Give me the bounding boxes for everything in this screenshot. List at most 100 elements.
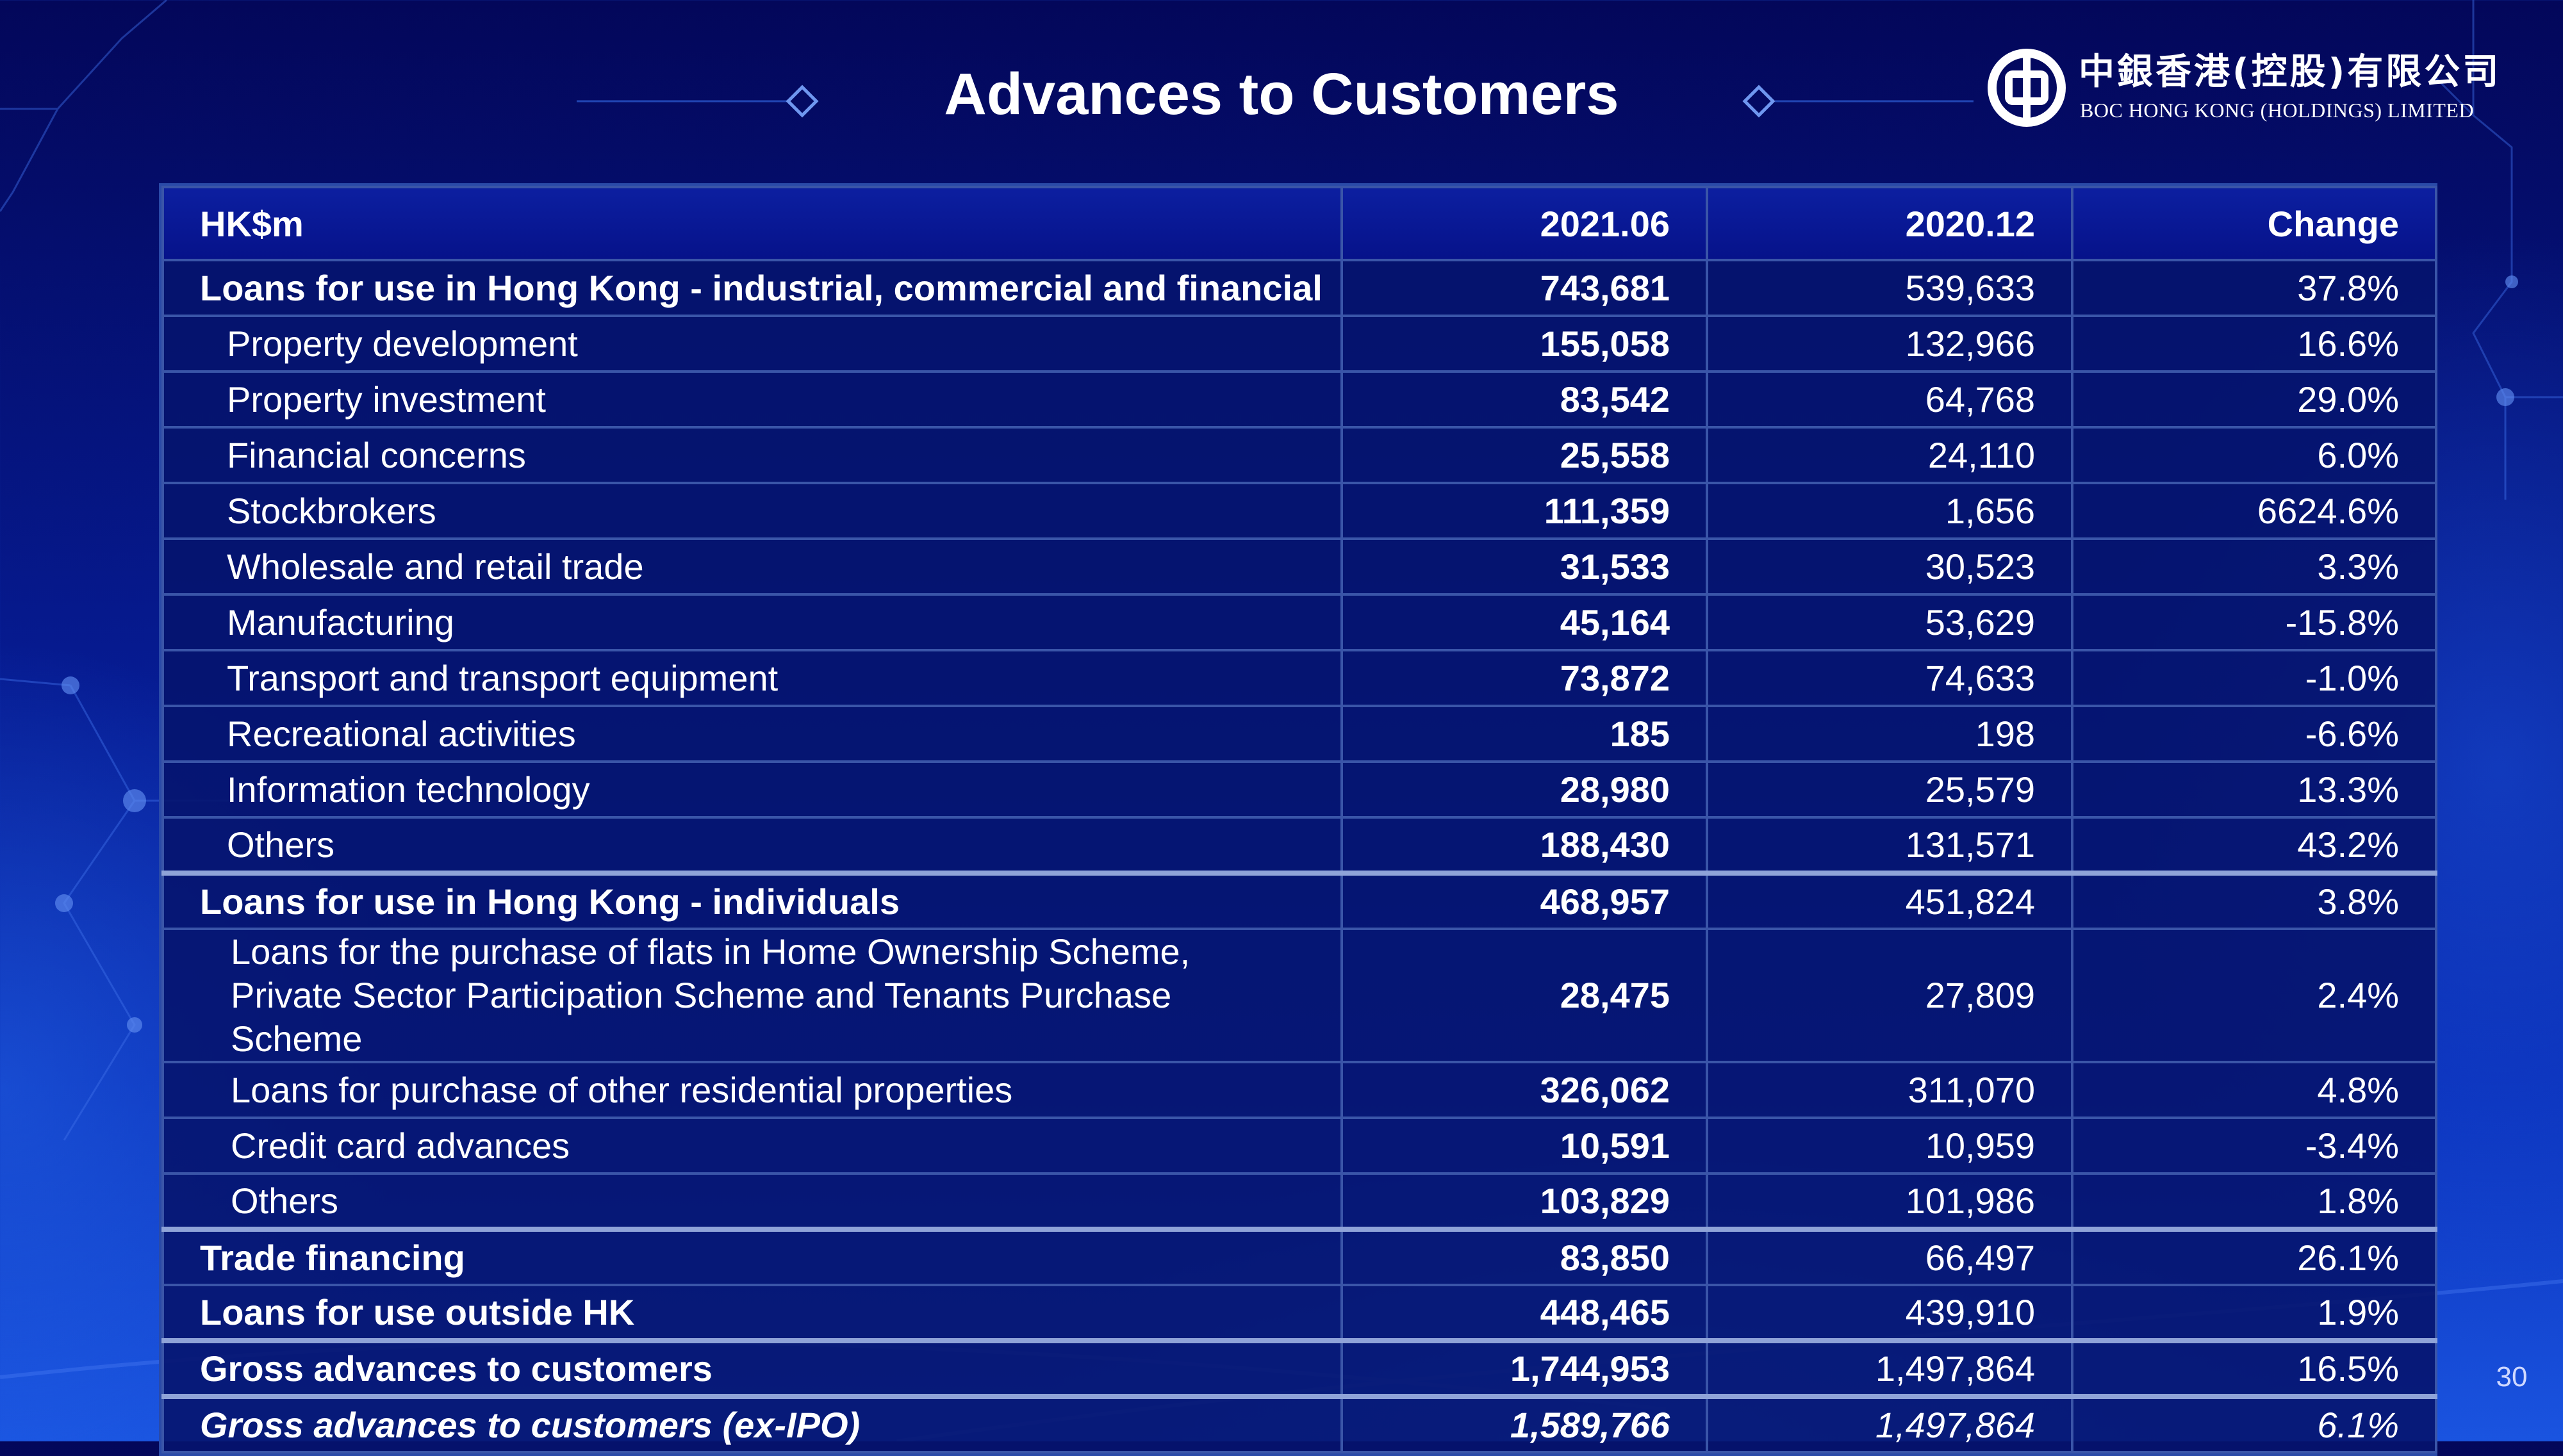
value-2021: 28,475	[1340, 928, 1708, 1063]
table-header-row: HK$m 2021.06 2020.12 Change	[161, 186, 2437, 261]
table-row: Loans for use in Hong Kong - industrial,…	[161, 259, 2437, 317]
row-label: Stockbrokers	[161, 482, 1343, 540]
table-row: Property development 155,058 132,966 16.…	[161, 315, 2437, 373]
value-change: 13.3%	[2071, 760, 2437, 819]
row-label: Loans for use outside HK	[161, 1284, 1343, 1342]
table-row: Transport and transport equipment 73,872…	[161, 649, 2437, 707]
value-2021: 45,164	[1340, 593, 1708, 651]
table-row: Loans for the purchase of flats in Home …	[161, 928, 2437, 1063]
row-label: Information technology	[161, 760, 1343, 819]
value-2021: 743,681	[1340, 259, 1708, 317]
row-label: Transport and transport equipment	[161, 649, 1343, 707]
table-row: Stockbrokers 111,359 1,656 6624.6%	[161, 482, 2437, 540]
value-2021: 83,542	[1340, 370, 1708, 429]
row-label: Others	[161, 816, 1343, 874]
logo-chinese-name: 中銀香港(控股)有限公司	[2079, 51, 2501, 93]
row-label-line-1: Loans for the purchase of flats in Home …	[231, 931, 1191, 972]
value-2021: 326,062	[1340, 1061, 1708, 1119]
value-change: 2.4%	[2071, 928, 2437, 1063]
value-2020: 10,959	[1706, 1117, 2073, 1175]
row-label: Loans for use in Hong Kong - individuals	[161, 871, 1343, 930]
value-2021: 73,872	[1340, 649, 1708, 707]
value-2021: 1,589,766	[1340, 1394, 1708, 1453]
table-row: Loans for use in Hong Kong - individuals…	[161, 871, 2437, 930]
table-row: Manufacturing 45,164 53,629 -15.8%	[161, 593, 2437, 651]
value-2021: 468,957	[1340, 871, 1708, 930]
value-2020: 101,986	[1706, 1172, 2073, 1231]
header-unit: HK$m	[161, 186, 1343, 261]
value-2020: 27,809	[1706, 928, 2073, 1063]
table-row: Others 103,829 101,986 1.8%	[161, 1172, 2437, 1231]
table-row: Property investment 83,542 64,768 29.0%	[161, 370, 2437, 429]
row-label: Gross advances to customers	[161, 1338, 1343, 1398]
table-row: Others 188,430 131,571 43.2%	[161, 816, 2437, 874]
value-change: 1.8%	[2071, 1172, 2437, 1231]
value-change: -3.4%	[2071, 1117, 2437, 1175]
value-change: -1.0%	[2071, 649, 2437, 707]
table-row: Recreational activities 185 198 -6.6%	[161, 705, 2437, 763]
boc-logo-icon	[1988, 49, 2066, 127]
value-change: 3.8%	[2071, 871, 2437, 930]
value-2020: 74,633	[1706, 649, 2073, 707]
value-change: 16.5%	[2071, 1338, 2437, 1398]
row-label: Others	[161, 1172, 1343, 1231]
advances-table: HK$m 2021.06 2020.12 Change Loans for us…	[159, 183, 2437, 1456]
value-2020: 24,110	[1706, 426, 2073, 484]
value-2021: 103,829	[1340, 1172, 1708, 1231]
row-label: Wholesale and retail trade	[161, 537, 1343, 596]
value-change: 4.8%	[2071, 1061, 2437, 1119]
row-label: Property development	[161, 315, 1343, 373]
row-label: Financial concerns	[161, 426, 1343, 484]
value-change: 29.0%	[2071, 370, 2437, 429]
value-change: 6.0%	[2071, 426, 2437, 484]
company-logo: 中銀香港(控股)有限公司 BOC HONG KONG (HOLDINGS) LI…	[1986, 46, 2499, 129]
value-2020: 539,633	[1706, 259, 2073, 317]
table-row: Loans for purchase of other residential …	[161, 1061, 2437, 1119]
value-2020: 311,070	[1706, 1061, 2073, 1119]
value-2020: 64,768	[1706, 370, 2073, 429]
value-2021: 448,465	[1340, 1284, 1708, 1342]
header-change: Change	[2071, 186, 2437, 261]
value-2020: 131,571	[1706, 816, 2073, 874]
value-2020: 198	[1706, 705, 2073, 763]
table-row: Financial concerns 25,558 24,110 6.0%	[161, 426, 2437, 484]
value-2021: 10,591	[1340, 1117, 1708, 1175]
value-2020: 66,497	[1706, 1227, 2073, 1286]
row-label: Loans for purchase of other residential …	[161, 1061, 1343, 1119]
table-row: Loans for use outside HK 448,465 439,910…	[161, 1284, 2437, 1342]
row-label: Property investment	[161, 370, 1343, 429]
value-2020: 25,579	[1706, 760, 2073, 819]
table-row-total-ex-ipo: Gross advances to customers (ex-IPO) 1,5…	[161, 1394, 2437, 1453]
row-label: Loans for the purchase of flats in Home …	[161, 928, 1343, 1063]
value-2021: 83,850	[1340, 1227, 1708, 1286]
value-2021: 28,980	[1340, 760, 1708, 819]
row-label: Recreational activities	[161, 705, 1343, 763]
table-row: Trade financing 83,850 66,497 26.1%	[161, 1227, 2437, 1286]
value-2020: 1,656	[1706, 482, 2073, 540]
value-change: 1.9%	[2071, 1284, 2437, 1342]
row-label: Gross advances to customers (ex-IPO)	[161, 1394, 1343, 1453]
value-2021: 1,744,953	[1340, 1338, 1708, 1398]
value-2020: 1,497,864	[1706, 1338, 2073, 1398]
value-2020: 451,824	[1706, 871, 2073, 930]
value-2021: 31,533	[1340, 537, 1708, 596]
value-change: 43.2%	[2071, 816, 2437, 874]
value-change: 3.3%	[2071, 537, 2437, 596]
row-label: Trade financing	[161, 1227, 1343, 1286]
page-number: 30	[2496, 1361, 2528, 1393]
value-2021: 188,430	[1340, 816, 1708, 874]
table-row-total: Gross advances to customers 1,744,953 1,…	[161, 1338, 2437, 1398]
value-change: 16.6%	[2071, 315, 2437, 373]
value-change: 6624.6%	[2071, 482, 2437, 540]
table-row: Wholesale and retail trade 31,533 30,523…	[161, 537, 2437, 596]
header-2020: 2020.12	[1706, 186, 2073, 261]
row-label: Credit card advances	[161, 1117, 1343, 1175]
row-label: Manufacturing	[161, 593, 1343, 651]
page-title: Advances to Customers	[944, 61, 1619, 127]
header-2021: 2021.06	[1340, 186, 1708, 261]
value-2021: 185	[1340, 705, 1708, 763]
row-label: Loans for use in Hong Kong - industrial,…	[161, 259, 1343, 317]
value-change: -6.6%	[2071, 705, 2437, 763]
value-change: 6.1%	[2071, 1394, 2437, 1453]
value-2021: 155,058	[1340, 315, 1708, 373]
